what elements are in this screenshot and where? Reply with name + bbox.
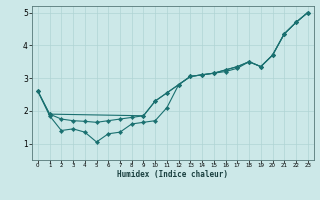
- X-axis label: Humidex (Indice chaleur): Humidex (Indice chaleur): [117, 170, 228, 179]
